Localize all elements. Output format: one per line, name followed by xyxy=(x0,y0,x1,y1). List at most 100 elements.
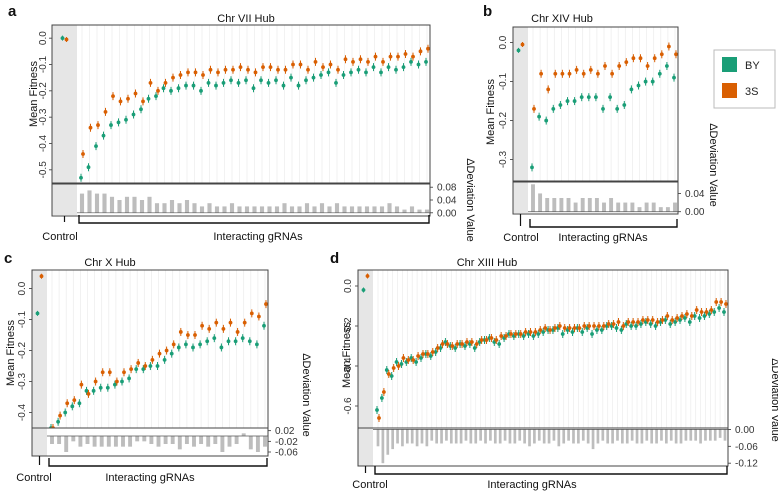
deviation-bar xyxy=(147,196,152,213)
deviation-bar xyxy=(79,193,85,213)
deviation-bar xyxy=(479,429,482,441)
panel-title: Chr VII Hub xyxy=(217,13,274,25)
point-3s xyxy=(150,357,155,362)
point-by xyxy=(311,75,316,80)
deviation-bar xyxy=(684,429,688,441)
deviation-bar xyxy=(149,436,154,444)
deviation-tick-label: -0.06 xyxy=(735,442,758,453)
deviation-axis-title: ΔDeviation Value xyxy=(464,158,476,242)
point-3s xyxy=(518,332,523,336)
point-3s xyxy=(655,320,660,324)
point-3s xyxy=(601,324,606,328)
deviation-bar xyxy=(644,202,649,212)
deviation-bar xyxy=(417,209,422,213)
deviation-bar xyxy=(327,206,332,213)
deviation-bar xyxy=(665,429,668,444)
deviation-tick-label: -0.12 xyxy=(735,459,758,470)
point-3s xyxy=(645,64,650,68)
deviation-tick-label: 0.08 xyxy=(437,183,457,194)
point-by xyxy=(530,165,534,170)
point-by xyxy=(536,332,541,336)
point-by xyxy=(650,79,655,84)
point-by xyxy=(683,316,687,320)
point-3s xyxy=(207,326,212,331)
deviation-bar xyxy=(99,436,104,447)
point-3s xyxy=(528,330,533,334)
point-3s xyxy=(562,326,567,330)
point-3s xyxy=(186,70,190,75)
point-3s xyxy=(223,67,228,72)
point-3s xyxy=(100,370,105,375)
point-3s xyxy=(631,56,636,61)
point-3s xyxy=(675,316,680,320)
point-3s xyxy=(401,356,406,360)
point-3s xyxy=(567,71,572,76)
interacting-label: Interacting gRNAs xyxy=(558,232,648,244)
deviation-bar xyxy=(591,429,595,450)
point-by xyxy=(673,320,678,324)
point-3s xyxy=(577,326,582,330)
point-by xyxy=(653,324,658,328)
legend-swatch-by xyxy=(722,57,737,72)
y-tick-label: -0.3 xyxy=(498,151,509,169)
deviation-bar xyxy=(334,203,340,213)
deviation-bar xyxy=(718,429,722,438)
point-by xyxy=(409,59,413,64)
deviation-bar xyxy=(255,436,260,452)
point-by xyxy=(572,99,577,103)
deviation-bar xyxy=(531,184,535,212)
point-by xyxy=(281,83,286,88)
deviation-bar xyxy=(92,436,97,447)
deviation-bar xyxy=(542,429,546,444)
deviation-bar xyxy=(213,436,218,444)
deviation-bar xyxy=(645,429,649,441)
deviation-bar xyxy=(601,429,605,441)
point-3s xyxy=(214,320,219,325)
deviation-bar xyxy=(396,429,399,444)
deviation-bar xyxy=(640,429,644,444)
point-3s xyxy=(479,338,484,342)
point-3s xyxy=(532,106,536,111)
point-3s xyxy=(616,320,621,324)
deviation-bar xyxy=(704,429,707,441)
deviation-bar xyxy=(489,429,492,441)
deviation-bar xyxy=(430,429,434,441)
point-by xyxy=(146,96,151,101)
point-3s xyxy=(659,52,664,57)
point-by xyxy=(184,342,188,347)
point-by xyxy=(601,106,605,111)
deviation-bar xyxy=(135,436,140,442)
plot-area xyxy=(358,270,728,428)
deviation-bar xyxy=(64,436,69,452)
point-by xyxy=(105,385,110,390)
panel-a: a Chr VII Hub 0.0 -0.1 -0.2 -0.3 -0.4 -0.5 Mean … xyxy=(8,3,476,243)
deviation-bar xyxy=(586,429,590,444)
deviation-bar xyxy=(464,429,468,441)
legend-swatch-3s xyxy=(722,83,737,98)
deviation-bar xyxy=(282,203,287,213)
deviation-bar xyxy=(621,429,624,444)
point-3s xyxy=(504,334,508,338)
point-3s xyxy=(460,342,464,346)
point-3s xyxy=(426,46,430,51)
point-3s xyxy=(704,310,709,314)
deviation-bar xyxy=(121,436,125,447)
deviation-bar xyxy=(263,436,267,447)
deviation-bar xyxy=(169,200,175,213)
deviation-bar xyxy=(562,429,566,444)
point-3s xyxy=(674,52,678,57)
panel-c: c Chr X Hub 0.0 -0.1 -0.2 -0.3 -0.4 Mean Fitnes… xyxy=(4,250,312,484)
point-3s xyxy=(171,342,176,347)
interacting-label: Interacting gRNAs xyxy=(213,231,303,243)
point-3s xyxy=(533,330,538,334)
point-3s xyxy=(249,311,254,316)
control-point-3s xyxy=(365,274,370,278)
point-3s xyxy=(499,334,504,338)
deviation-bar xyxy=(440,429,443,444)
deviation-bar xyxy=(581,429,585,441)
deviation-bar xyxy=(154,203,160,213)
point-3s xyxy=(543,326,548,330)
point-3s xyxy=(81,152,85,156)
point-3s xyxy=(509,332,513,336)
deviation-bar xyxy=(156,436,161,447)
